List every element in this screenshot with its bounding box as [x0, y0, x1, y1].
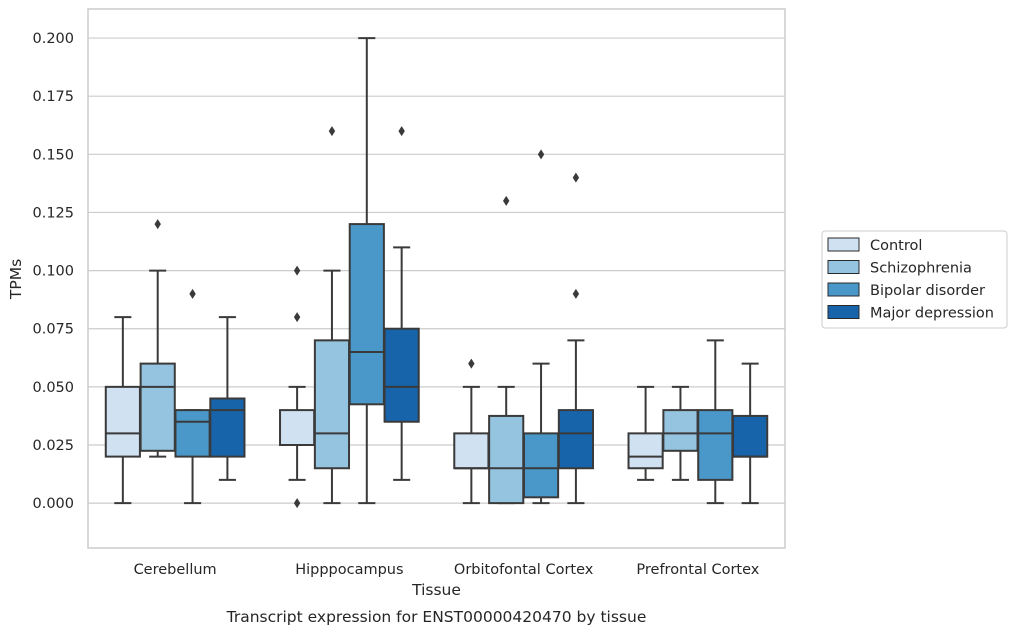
y-tick-label: 0.150: [32, 147, 74, 163]
box-iqr: [174, 409, 211, 458]
box-iqr: [348, 223, 385, 406]
box-plot: [627, 385, 664, 481]
box-iqr: [488, 414, 525, 505]
legend-swatch: [827, 282, 860, 297]
legend-label: Bipolar disorder: [870, 283, 985, 299]
box-iqr: [627, 432, 664, 470]
box-plot: [662, 385, 699, 481]
y-tick-label: 0.050: [32, 380, 74, 396]
box-iqr: [104, 385, 141, 458]
outlier-point: [189, 288, 196, 299]
box-plot: [522, 149, 560, 505]
box-iqr: [209, 397, 246, 458]
outlier-point: [293, 498, 301, 509]
outlier-point: [398, 126, 405, 137]
outlier-point: [154, 219, 161, 230]
y-tick-label: 0.100: [32, 264, 74, 280]
outlier-point: [293, 265, 301, 276]
box-iqr: [697, 409, 734, 481]
box-layer: [104, 37, 769, 509]
x-tick-labels: Cerebellum Hipppocampus Orbitofontal Corte…: [134, 562, 760, 578]
y-tick-labels: 0.000 0.025 0.050 0.075 0.100 0.125 0.150 0.175…: [32, 31, 74, 512]
box-iqr: [522, 432, 560, 499]
box-plot: [209, 316, 246, 481]
box-plot: [313, 126, 351, 505]
plot-frame: [87, 8, 786, 549]
y-tick-label: 0.175: [32, 89, 74, 105]
box-iqr: [557, 409, 594, 470]
box-iqr: [313, 339, 351, 470]
outlier-point: [328, 126, 336, 137]
outlier-point: [468, 358, 475, 369]
x-tick-label: Orbitofontal Cortex: [454, 562, 594, 578]
box-iqr: [279, 409, 316, 446]
legend-label: Schizophrenia: [870, 261, 972, 277]
legend-swatch: [827, 260, 860, 274]
y-axis-label: TPMs: [7, 259, 25, 300]
legend-label: Major depression: [870, 306, 994, 322]
outlier-point: [293, 312, 301, 323]
outlier-point: [503, 195, 510, 206]
outlier-point: [572, 288, 580, 299]
legend-frame: [821, 230, 1008, 329]
box-plot: [453, 358, 490, 505]
box-iqr: [383, 327, 420, 423]
x-axis-label: Tissue: [411, 581, 461, 599]
y-tick-label: 0.200: [32, 31, 74, 47]
y-tick-label: 0.125: [32, 205, 74, 221]
legend-label: Control: [870, 238, 922, 254]
box-iqr: [453, 432, 490, 470]
y-tick-label: 0.075: [32, 322, 74, 338]
y-tick-label: 0.000: [32, 496, 74, 512]
x-tick-label: Prefrontal Cortex: [636, 562, 759, 578]
box-plot: [104, 316, 141, 505]
box-plot: [697, 339, 734, 505]
box-plot: [732, 362, 769, 505]
x-tick-label: Cerebellum: [134, 562, 217, 578]
box-plot: [488, 195, 525, 505]
legend-swatch: [827, 305, 860, 319]
outlier-point: [572, 172, 580, 183]
box-iqr: [732, 414, 769, 458]
x-tick-label: Hipppocampus: [295, 562, 403, 578]
box-iqr: [139, 362, 176, 452]
legend: Control Schizophrenia Bipolar disorder Majo…: [821, 230, 1008, 329]
box-plot: [383, 126, 420, 481]
box-plot: [139, 219, 176, 458]
outlier-point: [537, 149, 545, 160]
y-tick-label: 0.025: [32, 438, 74, 454]
box-plot: [174, 288, 211, 505]
box-iqr: [662, 409, 699, 452]
box-plot: [348, 37, 385, 505]
chart-caption: Transcript expression for ENST0000042047…: [226, 608, 647, 626]
box-plot: [557, 172, 594, 505]
legend-swatch: [827, 237, 860, 252]
